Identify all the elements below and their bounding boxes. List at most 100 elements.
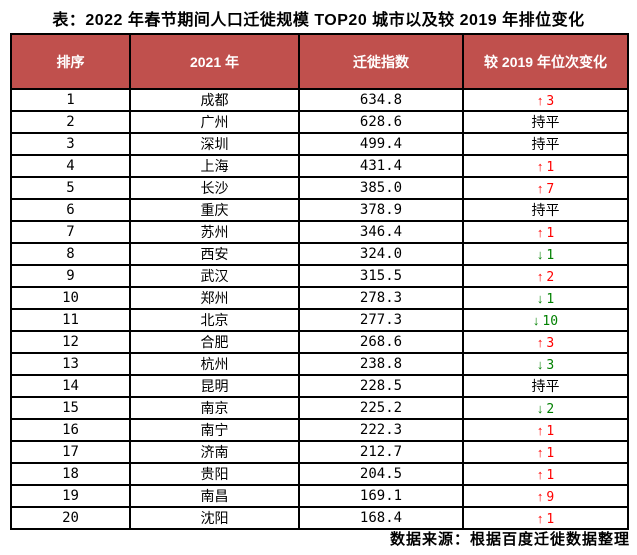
index-cell: 346.4 [298, 220, 464, 244]
city-cell: 郑州 [129, 286, 300, 310]
rank-cell: 18 [10, 462, 131, 486]
index-cell: 431.4 [298, 154, 464, 178]
change-cell: ↑ 3 [462, 330, 629, 354]
change-cell: 持平 [462, 198, 629, 222]
up-arrow-icon: ↑ [536, 268, 544, 284]
index-cell: 238.8 [298, 352, 464, 376]
index-cell: 324.0 [298, 242, 464, 266]
index-cell: 378.9 [298, 198, 464, 222]
rank-cell: 3 [10, 132, 131, 156]
change-cell: ↑ 1 [462, 418, 629, 442]
up-arrow-icon: ↑ [536, 158, 544, 174]
change-amount: 1 [546, 467, 555, 483]
up-arrow-icon: ↑ [536, 334, 544, 350]
change-amount: 9 [546, 489, 555, 505]
table-row: 13 杭州 238.8 ↓ 3 [10, 352, 629, 376]
city-cell: 杭州 [129, 352, 300, 376]
rank-cell: 10 [10, 286, 131, 310]
down-arrow-icon: ↓ [536, 290, 544, 306]
column-header-index: 迁徙指数 [298, 33, 464, 90]
table-row: 12 合肥 268.6 ↑ 3 [10, 330, 629, 354]
city-cell: 北京 [129, 308, 300, 332]
table-row: 5 长沙 385.0 ↑ 7 [10, 176, 629, 200]
table-row: 6 重庆 378.9 持平 [10, 198, 629, 222]
city-cell: 南昌 [129, 484, 300, 508]
table-header: 排序 2021 年迁徙指数较 2019 年位次变化 [10, 33, 629, 90]
change-cell: ↑ 3 [462, 88, 629, 112]
change-cell: ↑ 1 [462, 462, 629, 486]
change-cell: ↑ 9 [462, 484, 629, 508]
rank-cell: 15 [10, 396, 131, 420]
index-cell: 268.6 [298, 330, 464, 354]
rank-cell: 6 [10, 198, 131, 222]
change-cell: ↓ 1 [462, 242, 629, 266]
change-amount: 1 [546, 291, 555, 307]
rank-cell: 7 [10, 220, 131, 244]
column-header-rank: 排序 [10, 33, 131, 90]
city-cell: 成都 [129, 88, 300, 112]
city-cell: 长沙 [129, 176, 300, 200]
table-row: 16 南宁 222.3 ↑ 1 [10, 418, 629, 442]
table-row: 10 郑州 278.3 ↓ 1 [10, 286, 629, 310]
index-cell: 228.5 [298, 374, 464, 398]
index-cell: 634.8 [298, 88, 464, 112]
data-source-note: 数据来源：根据百度迁徙数据整理 [389, 531, 630, 548]
rank-cell: 19 [10, 484, 131, 508]
rank-cell: 14 [10, 374, 131, 398]
down-arrow-icon: ↓ [536, 356, 544, 372]
change-amount: 3 [546, 93, 555, 109]
down-arrow-icon: ↓ [532, 312, 540, 328]
change-cell: 持平 [462, 110, 629, 134]
city-cell: 武汉 [129, 264, 300, 288]
table-row: 8 西安 324.0 ↓ 1 [10, 242, 629, 266]
change-cell: ↑ 1 [462, 440, 629, 464]
index-cell: 628.6 [298, 110, 464, 134]
city-cell: 昆明 [129, 374, 300, 398]
change-cell: ↑ 1 [462, 220, 629, 244]
change-amount: 1 [546, 159, 555, 175]
change-amount: 1 [546, 247, 555, 263]
index-cell: 222.3 [298, 418, 464, 442]
change-amount: 7 [546, 181, 555, 197]
change-amount: 2 [546, 269, 555, 285]
change-cell: ↑ 7 [462, 176, 629, 200]
index-cell: 385.0 [298, 176, 464, 200]
index-cell: 212.7 [298, 440, 464, 464]
change-amount: 1 [546, 445, 555, 461]
table-row: 15 南京 225.2 ↓ 2 [10, 396, 629, 420]
table-row: 7 苏州 346.4 ↑ 1 [10, 220, 629, 244]
rank-cell: 8 [10, 242, 131, 266]
change-cell: ↓ 3 [462, 352, 629, 376]
table-row: 14 昆明 228.5 持平 [10, 374, 629, 398]
up-arrow-icon: ↑ [536, 92, 544, 108]
table-row: 3 深圳 499.4 持平 [10, 132, 629, 156]
rank-cell: 20 [10, 506, 131, 530]
table-row: 18 贵阳 204.5 ↑ 1 [10, 462, 629, 486]
city-cell: 贵阳 [129, 462, 300, 486]
city-cell: 重庆 [129, 198, 300, 222]
change-cell: ↑ 1 [462, 154, 629, 178]
change-amount: 3 [546, 335, 555, 351]
column-header-change: 较 2019 年位次变化 [462, 33, 629, 90]
flat-label: 持平 [531, 114, 560, 130]
change-amount: 1 [546, 511, 555, 527]
rank-cell: 16 [10, 418, 131, 442]
index-cell: 278.3 [298, 286, 464, 310]
header-row: 排序 2021 年迁徙指数较 2019 年位次变化 [10, 33, 629, 90]
page-title: 表：2022 年春节期间人口迁徙规模 TOP20 城市以及较 2019 年排位变… [52, 12, 585, 29]
city-cell: 南京 [129, 396, 300, 420]
table-row: 20 沈阳 168.4 ↑ 1 [10, 506, 629, 530]
index-cell: 315.5 [298, 264, 464, 288]
rank-cell: 5 [10, 176, 131, 200]
rank-cell: 11 [10, 308, 131, 332]
migration-table: 排序 2021 年迁徙指数较 2019 年位次变化 1 成都 634.8 ↑ 3 2 广州 62… [10, 33, 629, 530]
rank-cell: 1 [10, 88, 131, 112]
city-cell: 上海 [129, 154, 300, 178]
table-row: 2 广州 628.6 持平 [10, 110, 629, 134]
up-arrow-icon: ↑ [536, 224, 544, 240]
down-arrow-icon: ↓ [536, 400, 544, 416]
column-header-year: 2021 年 [129, 33, 300, 90]
up-arrow-icon: ↑ [536, 422, 544, 438]
table-row: 11 北京 277.3 ↓ 10 [10, 308, 629, 332]
index-cell: 168.4 [298, 506, 464, 530]
